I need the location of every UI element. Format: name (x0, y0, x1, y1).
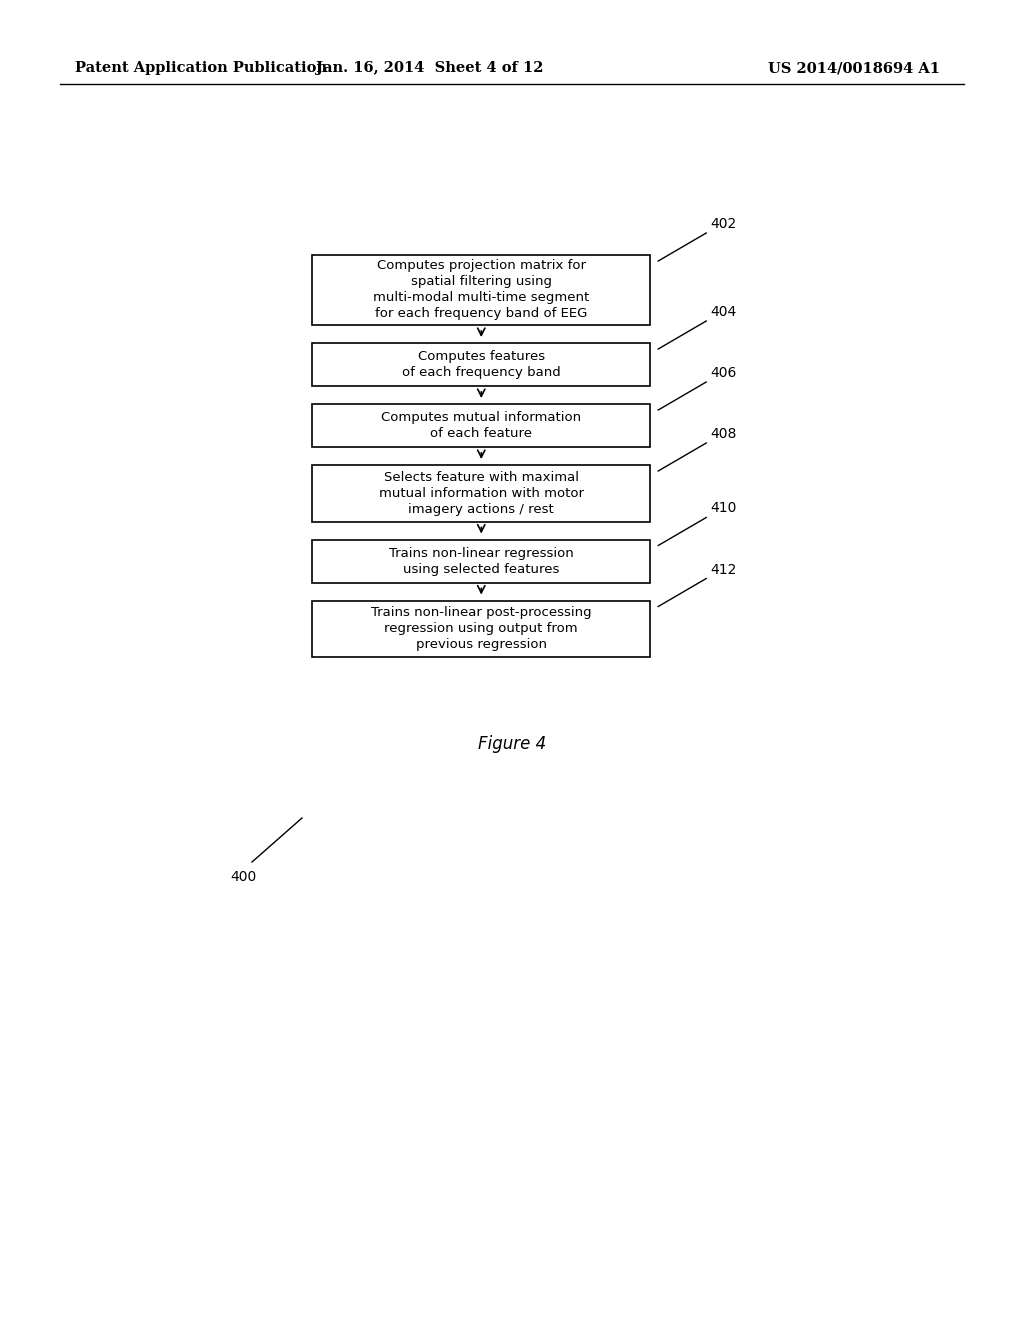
Bar (312, 540, 650, 582)
Text: US 2014/0018694 A1: US 2014/0018694 A1 (768, 61, 940, 75)
Bar (312, 601, 650, 657)
Text: Jan. 16, 2014  Sheet 4 of 12: Jan. 16, 2014 Sheet 4 of 12 (316, 61, 544, 75)
Text: Selects feature with maximal
mutual information with motor
imagery actions / res: Selects feature with maximal mutual info… (379, 471, 584, 516)
Text: Patent Application Publication: Patent Application Publication (75, 61, 327, 75)
Bar (312, 465, 650, 521)
Text: 402: 402 (711, 216, 736, 231)
Bar (312, 343, 650, 385)
Text: 406: 406 (711, 366, 736, 380)
Text: Figure 4: Figure 4 (478, 735, 546, 752)
Bar (312, 404, 650, 447)
Text: Trains non-linear post-processing
regression using output from
previous regressi: Trains non-linear post-processing regres… (371, 606, 592, 651)
Text: 404: 404 (711, 305, 736, 319)
Text: 408: 408 (711, 426, 736, 441)
Bar (312, 255, 650, 325)
Text: 412: 412 (711, 562, 736, 577)
Text: 410: 410 (711, 502, 736, 516)
Text: Trains non-linear regression
using selected features: Trains non-linear regression using selec… (389, 546, 573, 576)
Text: 400: 400 (230, 870, 256, 884)
Text: Computes mutual information
of each feature: Computes mutual information of each feat… (381, 411, 582, 440)
Text: Computes projection matrix for
spatial filtering using
multi-modal multi-time se: Computes projection matrix for spatial f… (373, 260, 590, 321)
Text: Computes features
of each frequency band: Computes features of each frequency band (401, 350, 561, 379)
